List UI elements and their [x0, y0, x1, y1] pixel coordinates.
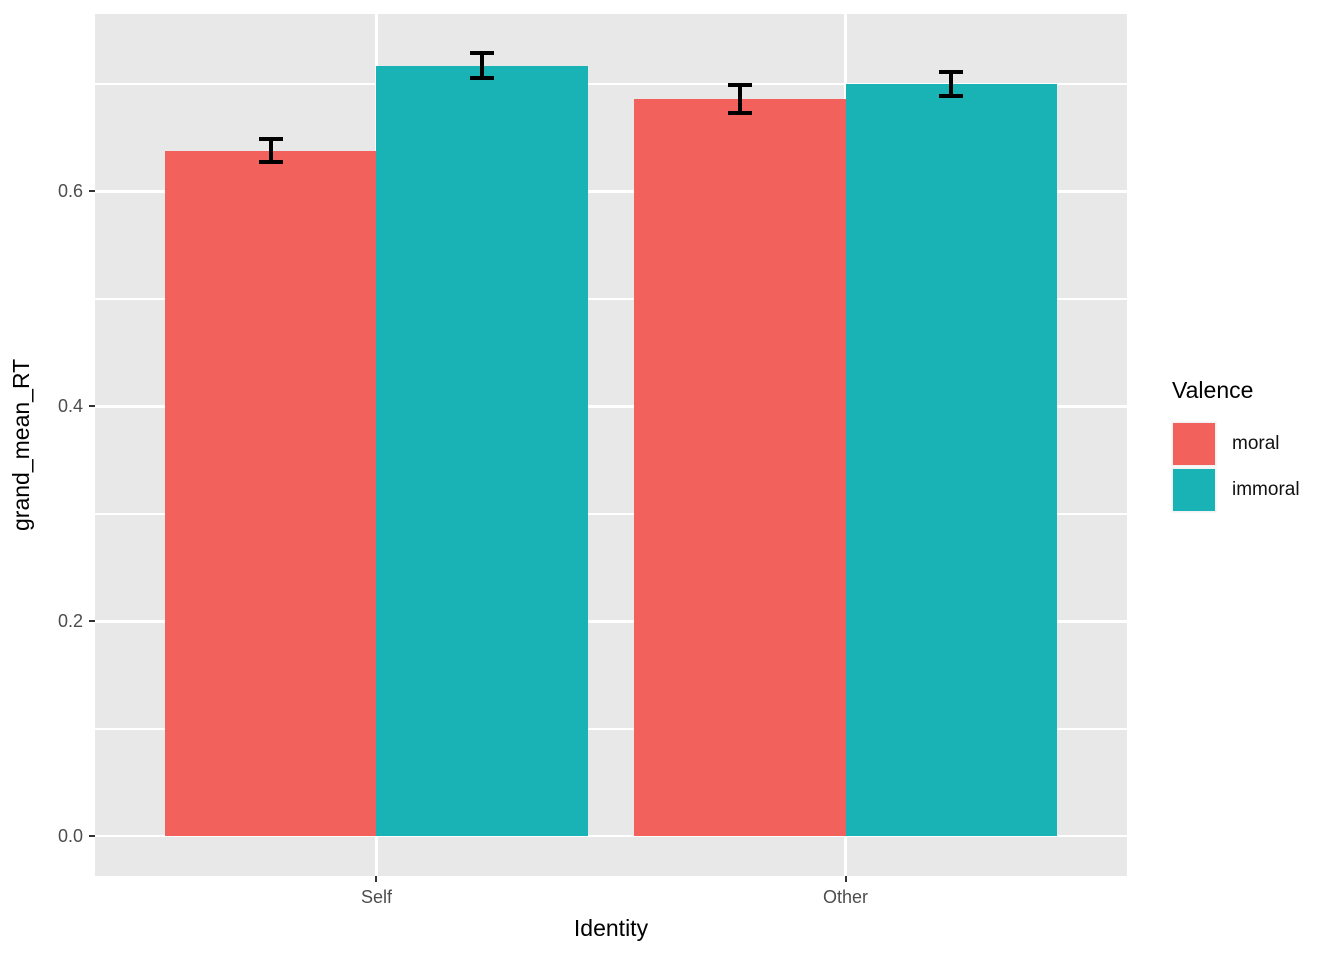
- plot-panel: [95, 14, 1127, 876]
- error-bar-cap: [728, 110, 752, 115]
- error-bar-other-immoral: [949, 72, 954, 96]
- error-bar-cap: [470, 50, 494, 55]
- y-tick-mark: [89, 620, 95, 623]
- legend-swatch-immoral: [1171, 466, 1217, 513]
- y-tick-mark: [89, 835, 95, 838]
- error-bar-cap: [939, 93, 964, 98]
- h-gridline-major: [95, 620, 1127, 623]
- bar-self-moral: [165, 150, 377, 837]
- x-tick-label-other: Other: [823, 887, 869, 907]
- y-tick-label: 0.0: [57, 826, 83, 847]
- y-axis-title: grand_mean_RT: [8, 358, 34, 532]
- bar-self-immoral: [376, 65, 588, 837]
- error-bar-cap: [258, 160, 283, 165]
- legend-label: immoral: [1232, 479, 1300, 501]
- legend-title: Valence: [1172, 377, 1254, 403]
- h-gridline-minor: [95, 728, 1127, 730]
- h-gridline-minor: [95, 83, 1127, 85]
- y-tick-mark: [89, 190, 95, 193]
- legend-item-moral: moral: [1171, 420, 1300, 467]
- error-bar-cap: [728, 82, 752, 87]
- x-tick-mark: [375, 876, 378, 882]
- bar-other-immoral: [845, 83, 1057, 837]
- h-gridline-major: [95, 190, 1127, 193]
- h-gridline-minor: [95, 298, 1127, 300]
- y-tick-label: 0.6: [57, 181, 83, 202]
- legend: Valence moral immoral: [1171, 377, 1300, 514]
- error-bar-other-moral: [738, 84, 742, 113]
- h-gridline-major: [95, 834, 1127, 838]
- error-bar-cap: [258, 136, 283, 141]
- legend-label: moral: [1232, 433, 1280, 455]
- x-tick-mark: [844, 876, 847, 882]
- y-tick-label: 0.2: [57, 611, 83, 632]
- h-gridline-major: [95, 405, 1127, 408]
- error-bar-cap: [939, 70, 964, 75]
- y-tick-mark: [89, 405, 95, 408]
- error-bar-self-moral: [268, 138, 273, 163]
- bar-other-moral: [634, 98, 846, 837]
- y-tick-label: 0.4: [57, 396, 83, 417]
- legend-swatch-moral: [1171, 420, 1217, 467]
- x-tick-label-self: Self: [360, 887, 392, 907]
- error-bar-self-immoral: [480, 52, 484, 79]
- h-gridline-minor: [95, 513, 1127, 515]
- error-bar-cap: [470, 76, 494, 81]
- legend-item-immoral: immoral: [1171, 466, 1300, 513]
- x-axis-title: Identity: [573, 915, 649, 941]
